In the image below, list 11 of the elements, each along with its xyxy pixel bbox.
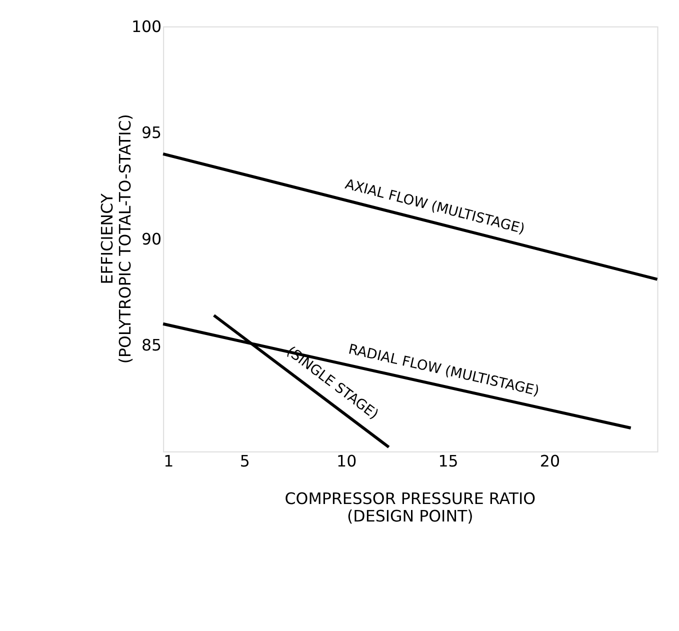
- y-tick-label: 100: [131, 16, 162, 36]
- y-tick-label: 90: [141, 229, 162, 248]
- y-tick-label: 85: [141, 336, 162, 355]
- x-axis-title: COMPRESSOR PRESSURE RATIO (DESIGN POINT): [284, 488, 536, 526]
- x-tick-label: 1: [164, 452, 174, 471]
- x-tick-label: 10: [336, 452, 357, 471]
- x-tick-label: 20: [540, 452, 560, 471]
- x-tick-label: 15: [438, 452, 458, 471]
- y-tick-label: 95: [141, 123, 162, 142]
- y-axis-title: EFFICIENCY (POLYTROPIC TOTAL-TO-STATIC): [98, 114, 134, 364]
- x-tick-label: 5: [240, 452, 250, 471]
